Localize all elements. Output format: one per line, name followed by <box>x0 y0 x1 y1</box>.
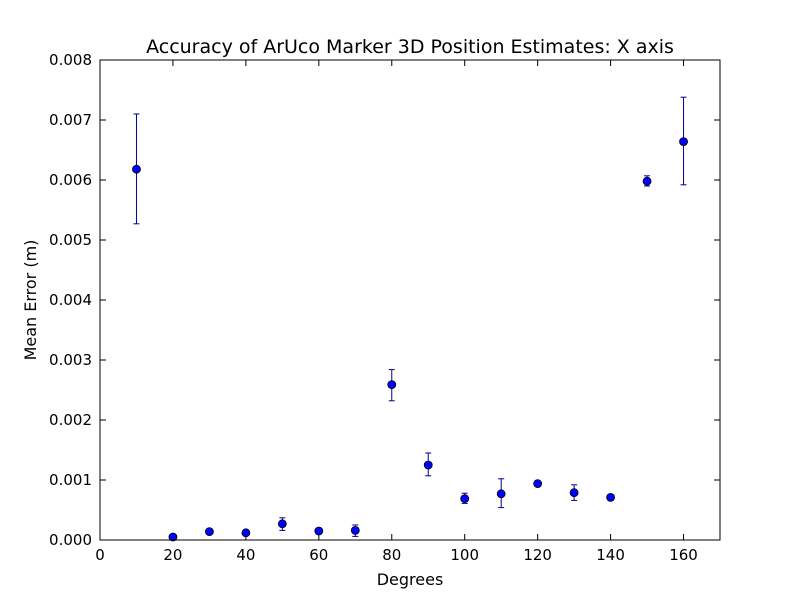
y-axis-label: Mean Error (m) <box>21 240 40 361</box>
plot-frame <box>99 59 721 541</box>
data-point <box>277 519 287 529</box>
data-point <box>241 528 251 538</box>
x-tick-label: 40 <box>236 546 255 564</box>
data-point <box>314 526 324 536</box>
y-tick-label: 0.006 <box>49 171 92 189</box>
y-tick-label: 0.007 <box>49 111 92 129</box>
x-tick-label: 60 <box>309 546 328 564</box>
x-axis-label: Degrees <box>377 570 444 589</box>
x-tick-label: 0 <box>95 546 105 564</box>
y-tick-label: 0.008 <box>49 51 92 69</box>
data-point <box>679 137 688 147</box>
chart-title: Accuracy of ArUco Marker 3D Position Est… <box>146 36 674 58</box>
data-point <box>350 526 360 535</box>
data-point <box>168 532 178 542</box>
y-tick-label: 0.001 <box>49 471 92 489</box>
x-tick-label: 80 <box>382 546 401 564</box>
data-points <box>132 137 688 542</box>
x-tick-label: 160 <box>669 546 698 564</box>
data-point <box>460 494 470 504</box>
data-point <box>132 164 141 174</box>
data-point <box>205 527 214 536</box>
y-tick-label: 0.004 <box>49 291 92 309</box>
data-point <box>423 460 433 470</box>
data-point <box>533 479 543 489</box>
data-point <box>606 492 615 502</box>
data-point <box>387 380 397 390</box>
data-point <box>496 489 506 499</box>
x-tick-label: 140 <box>596 546 625 564</box>
data-point <box>642 176 652 186</box>
y-tick-label: 0.000 <box>49 531 92 549</box>
y-tick-label: 0.005 <box>49 231 92 249</box>
x-tick-label: 100 <box>450 546 479 564</box>
x-tick-label: 120 <box>523 546 552 564</box>
plot-area <box>100 60 720 540</box>
x-tick-label: 20 <box>163 546 182 564</box>
tick-labels: 0 20 40 60 80 100 120 140 160 0.000 0.001 0.002 0.00… <box>49 51 698 564</box>
y-tick-label: 0.003 <box>49 351 92 369</box>
data-point <box>569 488 579 498</box>
y-tick-label: 0.002 <box>49 411 92 429</box>
